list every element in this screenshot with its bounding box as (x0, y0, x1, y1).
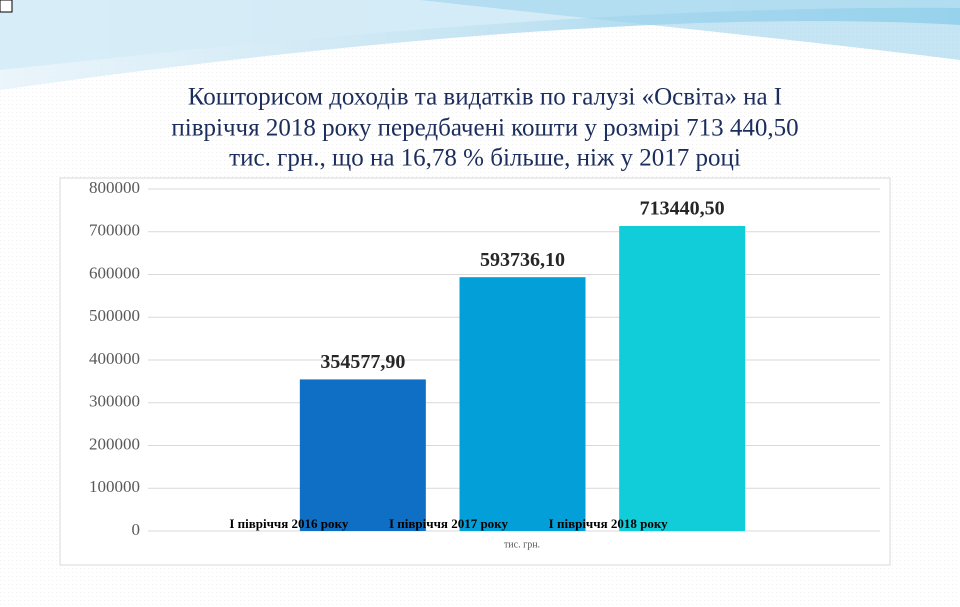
x-tick-label: І півріччя 2018 року (549, 516, 669, 531)
bar (619, 226, 746, 531)
x-tick-label: І півріччя 2016 року (229, 516, 349, 531)
y-tick-label: 100000 (89, 477, 140, 496)
y-tick-label: 500000 (89, 306, 140, 325)
chart-title: тис. грн., що на 16,78 % більше, ніж у 2… (229, 145, 741, 172)
bar (459, 277, 586, 531)
value-label: 354577,90 (320, 351, 405, 373)
x-tick-label: І півріччя 2017 року (389, 516, 509, 531)
y-tick-label: 0 (132, 520, 141, 539)
y-tick-label: 600000 (89, 263, 140, 282)
x-axis-label: тис. грн. (504, 539, 540, 550)
y-tick-label: 800000 (89, 178, 140, 197)
chart-title: Кошторисом доходів та видатків по галузі… (188, 84, 782, 111)
y-tick-label: 300000 (89, 392, 140, 411)
y-tick-label: 700000 (89, 221, 140, 240)
header-wave (0, 0, 960, 70)
value-label: 593736,10 (480, 249, 565, 271)
value-label: 713440,50 (640, 198, 725, 220)
bar (299, 379, 426, 531)
corner-mark (0, 0, 13, 13)
y-tick-label: 200000 (89, 434, 140, 453)
y-tick-label: 400000 (89, 349, 140, 368)
header-wave (420, 0, 960, 60)
chart-title: півріччя 2018 року передбачені кошти у р… (171, 115, 798, 142)
